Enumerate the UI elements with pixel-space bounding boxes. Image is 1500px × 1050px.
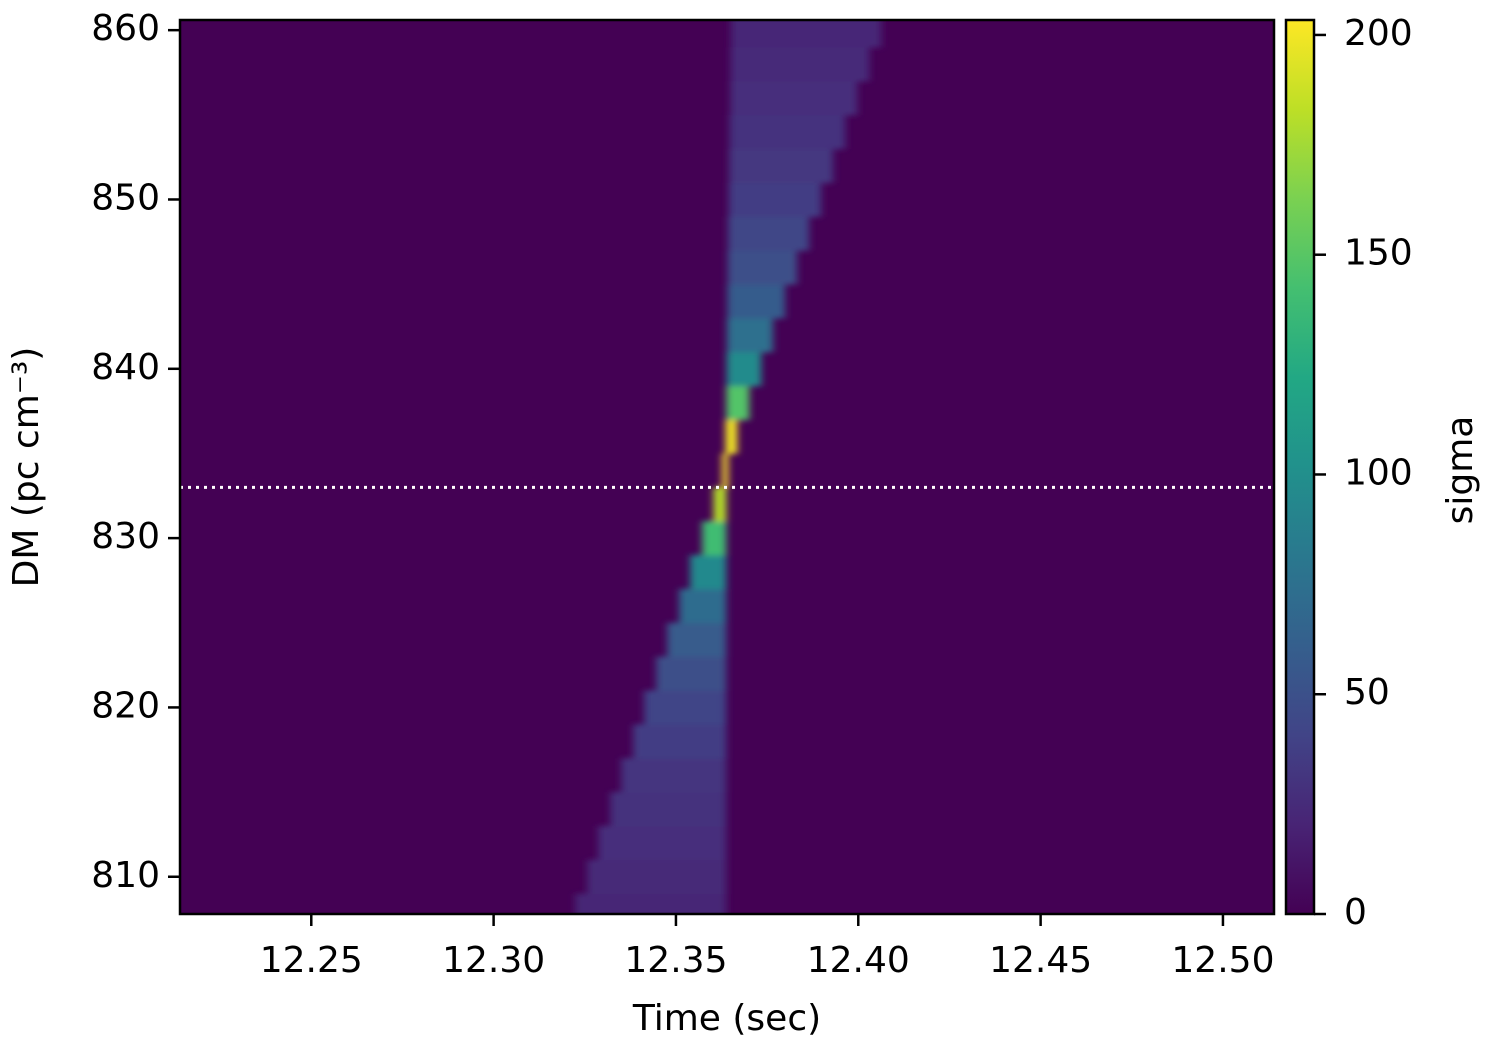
heatmap-cell	[667, 622, 727, 658]
y-tick-label: 830	[91, 516, 160, 557]
heatmap-cell	[690, 555, 727, 590]
heatmap-cell	[729, 148, 834, 184]
y-tick-label: 810	[91, 855, 160, 896]
colorbar-tick-label: 150	[1344, 233, 1413, 274]
x-tick-label: 12.45	[989, 940, 1092, 981]
plot-frame	[178, 18, 1276, 916]
colorbar	[1284, 18, 1316, 916]
plot-area	[180, 20, 1274, 914]
heatmap-cell	[722, 453, 729, 488]
heatmap-cell	[727, 284, 785, 319]
heatmap-cell	[728, 216, 810, 251]
heatmap-cell	[702, 521, 727, 556]
heatmap-cell	[713, 487, 727, 522]
y-axis-label: DM (pc cm⁻³)	[6, 347, 47, 588]
y-tick-label: 840	[91, 347, 160, 388]
heatmap-cell	[575, 893, 727, 914]
heatmap-cell	[725, 419, 738, 454]
heatmap-cell	[730, 47, 870, 82]
x-tick-label: 12.40	[807, 940, 910, 981]
y-tick-label: 820	[91, 685, 160, 726]
heatmap-cell	[656, 656, 727, 691]
colorbar-tick-label: 50	[1344, 672, 1390, 713]
x-tick-label: 12.50	[1171, 940, 1274, 981]
y-tick-label: 850	[91, 177, 160, 218]
heatmap-cell	[598, 825, 727, 861]
x-axis-label: Time (sec)	[632, 998, 821, 1039]
heatmap-cell	[729, 114, 846, 150]
heatmap-cell	[587, 859, 727, 895]
heatmap-cell	[726, 351, 762, 387]
heatmap-cell	[727, 318, 773, 353]
heatmap-cell	[728, 182, 822, 217]
heatmap-cell	[679, 588, 727, 624]
heatmap-cell	[727, 250, 798, 285]
heatmap-cell	[731, 20, 882, 48]
x-tick-label: 12.30	[442, 940, 545, 981]
colorbar-tick-label: 100	[1344, 452, 1413, 493]
heatmap-band	[575, 20, 882, 914]
x-tick-label: 12.35	[624, 940, 727, 981]
heatmap-cell	[730, 80, 858, 116]
colorbar-label: sigma	[1440, 416, 1481, 525]
colorbar-tick-label: 0	[1344, 892, 1367, 933]
x-tick-label: 12.25	[260, 940, 363, 981]
heatmap-cell	[726, 385, 750, 421]
heatmap-cell	[644, 690, 727, 725]
heatmap-cell	[610, 792, 727, 827]
heatmap-cell	[621, 758, 727, 793]
colorbar-tick-label: 200	[1344, 13, 1413, 54]
y-tick-label: 860	[91, 8, 160, 49]
heatmap-cell	[633, 724, 727, 759]
